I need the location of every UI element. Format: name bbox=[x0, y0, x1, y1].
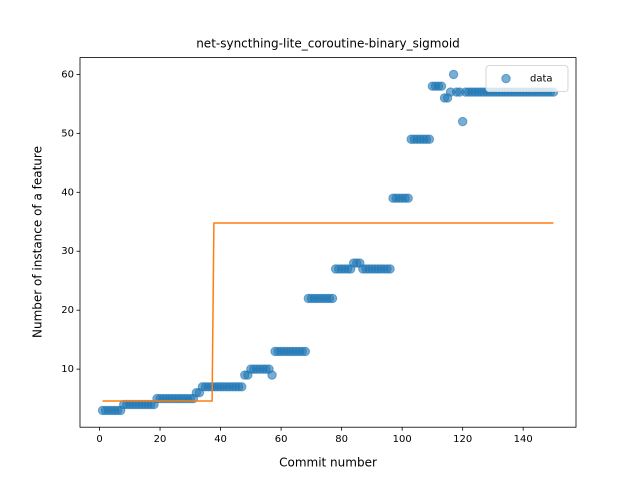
y-tick-label: 40 bbox=[61, 187, 74, 198]
y-tick-label: 60 bbox=[61, 69, 74, 80]
data-point bbox=[327, 293, 338, 304]
axes-frame bbox=[79, 57, 577, 428]
x-tick-label: 60 bbox=[275, 434, 288, 445]
x-tick-label: 20 bbox=[154, 434, 167, 445]
x-tick-label: 40 bbox=[214, 434, 227, 445]
data-point bbox=[424, 134, 435, 144]
y-tick-label: 10 bbox=[61, 364, 74, 375]
legend-box bbox=[485, 65, 569, 92]
y-tick-label: 30 bbox=[61, 246, 74, 257]
y-tick-label: 50 bbox=[61, 128, 74, 139]
data-point bbox=[300, 346, 311, 357]
x-tick-label: 140 bbox=[514, 434, 533, 445]
x-tick-label: 100 bbox=[393, 434, 412, 445]
data-point bbox=[403, 193, 413, 203]
y-tick-label: 20 bbox=[61, 305, 74, 316]
data-point bbox=[267, 370, 277, 380]
data-point bbox=[457, 116, 468, 127]
legend-label: data bbox=[530, 74, 553, 85]
x-tick-label: 0 bbox=[96, 434, 102, 445]
data-point bbox=[448, 69, 459, 80]
x-tick-label: 80 bbox=[335, 434, 348, 445]
x-tick-label: 120 bbox=[453, 434, 472, 445]
data-point bbox=[237, 382, 247, 392]
chart-title: net-syncthing-lite_coroutine-binary_sigm… bbox=[196, 37, 460, 51]
x-axis-label: Commit number bbox=[279, 456, 377, 470]
data-point bbox=[385, 264, 395, 274]
data-point bbox=[436, 81, 447, 91]
y-axis-label: Number of instance of a feature bbox=[31, 146, 45, 338]
legend-marker bbox=[501, 73, 511, 84]
fit-line bbox=[102, 222, 554, 402]
